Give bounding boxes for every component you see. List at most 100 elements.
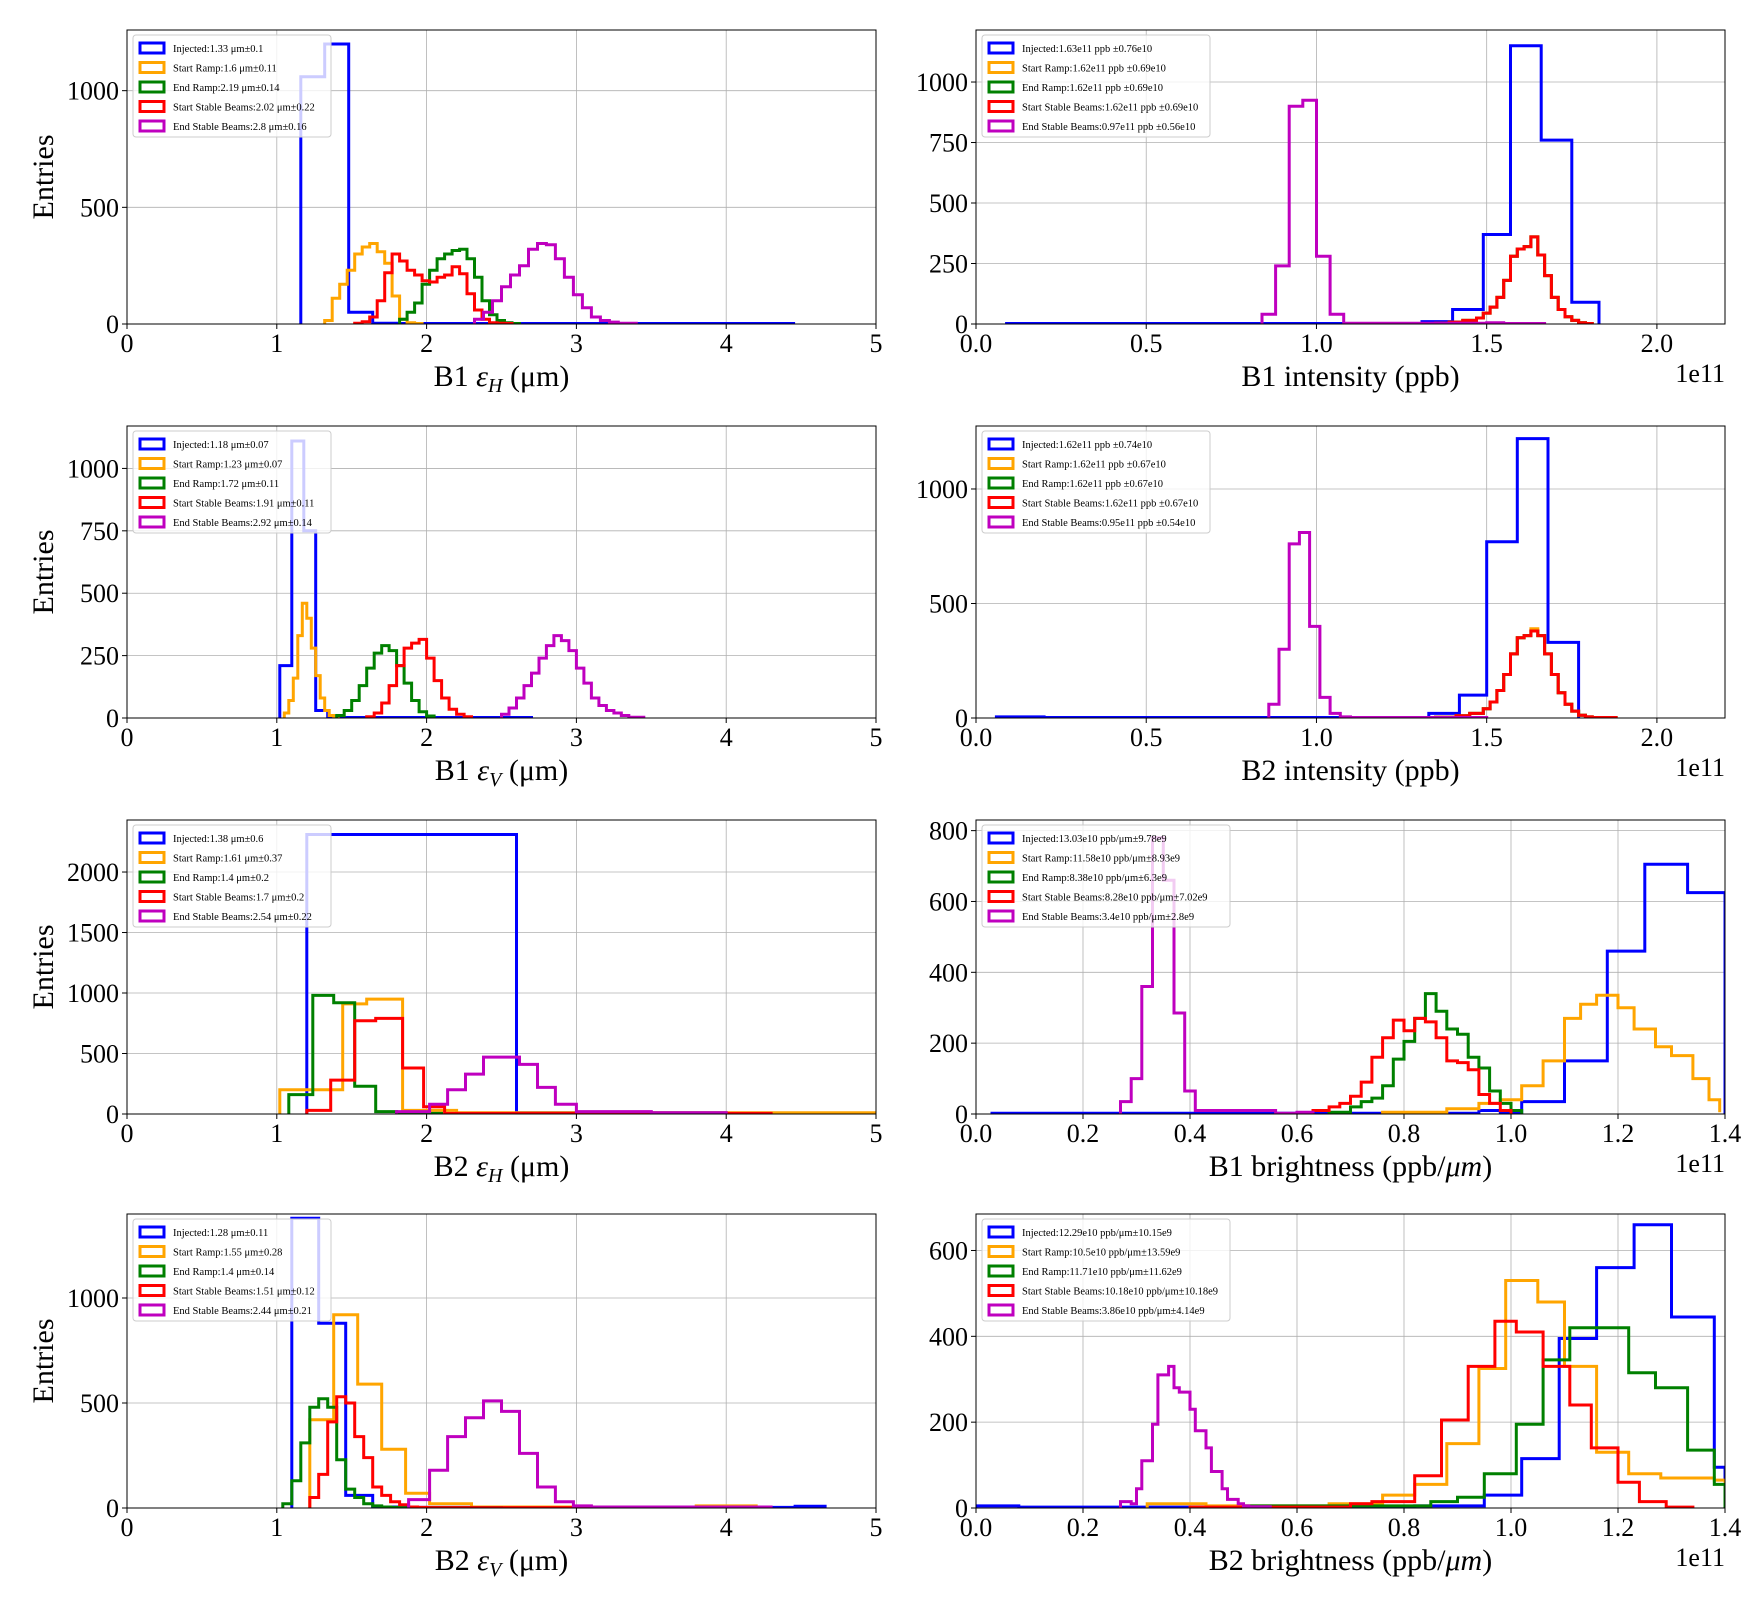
y-tick-label: 0: [955, 704, 968, 733]
legend-item: End Stable Beams:3.4e10 ppb/μm±2.8e9: [987, 909, 1194, 923]
legend-item: Start Stable Beams:1.62e11 ppb ±0.67e10: [987, 496, 1198, 510]
legend-label: End Ramp:1.62e11 ppb ±0.69e10: [1022, 83, 1163, 94]
histogram-series-injected: [990, 862, 1725, 1114]
y-tick-label: 1000: [67, 1284, 119, 1313]
legend-swatch: [987, 100, 1015, 113]
histogram-series-start-ramp: [1434, 627, 1618, 718]
y-tick-label: 250: [80, 642, 119, 671]
legend-item: Start Ramp:10.5e10 ppb/μm±13.59e9: [987, 1245, 1180, 1259]
legend-swatch: [987, 909, 1015, 923]
histogram-series-injected: [305, 833, 728, 1114]
axes-frame: [975, 29, 1726, 325]
histogram-series-start-stable-beams: [308, 1395, 608, 1508]
legend-item: End Stable Beams:2.92 μm±0.14: [138, 515, 313, 529]
legend-item: End Ramp:1.62e11 ppb ±0.69e10: [987, 80, 1163, 94]
legend-item: Injected:13.03e10 ppb/μm±9.78e9: [987, 831, 1167, 845]
legend-swatch: [987, 457, 1015, 470]
y-tick-label: 0: [955, 310, 968, 339]
legend-box: [132, 430, 332, 534]
histogram-series-start-ramp: [308, 1313, 758, 1508]
histogram-series-end-stable-beams: [473, 242, 638, 324]
axes-frame: [126, 819, 877, 1115]
x-tick-label: 4: [720, 723, 733, 752]
x-tick-label: 0: [121, 1119, 134, 1148]
legend-swatch: [987, 80, 1015, 94]
axes-frame: [975, 425, 1726, 719]
legend-swatch: [987, 1264, 1015, 1278]
legend-swatch: [138, 851, 166, 864]
x-tick-label: 0.8: [1388, 1513, 1421, 1542]
y-tick-label: 200: [929, 1029, 968, 1058]
panel-b2-intensity: 0.0 0.5 1.0 1.5 2.0 0 500 1000 1e11 B2 intensity …: [916, 425, 1726, 787]
legend-label: Injected:13.03e10 ppb/μm±9.78e9: [1022, 834, 1167, 845]
x-tick-label: 1.0: [1495, 1119, 1528, 1148]
x-tick-label: 0.0: [960, 1119, 993, 1148]
x-axis-label: B1 brightness (ppb/μm): [1209, 1150, 1492, 1183]
x-tick-label: 0.2: [1067, 1119, 1100, 1148]
x-axis-label: B2 brightness (ppb/μm): [1209, 1544, 1492, 1577]
legend-swatch: [987, 41, 1015, 55]
x-tick-label: 1: [270, 1513, 283, 1542]
x-tick-label: 0: [121, 1513, 134, 1542]
legend-item: End Stable Beams:0.95e11 ppb ±0.54e10: [987, 515, 1195, 529]
y-tick-label: 1000: [916, 68, 968, 97]
y-tick-label: 0: [106, 1494, 119, 1523]
legend-label: Start Ramp:1.61 μm±0.37: [173, 854, 282, 865]
legend-box: [981, 1218, 1231, 1322]
legend-swatch: [987, 119, 1015, 133]
panel-b2-eh: 0 1 2 3 4 5 0 500 1000 1500 2000 B2 εH (μm) Entries I…: [27, 819, 883, 1187]
histogram-series-end-stable-beams: [407, 1399, 773, 1508]
y-tick-label: 1000: [67, 979, 119, 1008]
x-tick-label: 0.5: [1130, 723, 1163, 752]
panel-b1-brightness: 0.0 0.2 0.4 0.6 0.8 1.0 1.2 1.4 0 200 400 600 800 1e1…: [929, 817, 1741, 1183]
histogram-series-start-stable-beams: [1188, 1319, 1695, 1508]
y-axis-label: Entries: [27, 925, 60, 1010]
legend-swatch: [138, 1303, 166, 1317]
panel-b1-ev: 0 1 2 3 4 5 0 250 500 750 1000 B1 εV (μm) Entries Inj…: [27, 425, 883, 791]
x-tick-label: 1.5: [1470, 723, 1503, 752]
x-tick-label: 0: [121, 723, 134, 752]
legend-label: Start Stable Beams:1.7 μm±0.2: [173, 893, 304, 904]
legend-item: Start Ramp:1.61 μm±0.37: [138, 851, 282, 865]
legend-label: Start Ramp:1.6 μm±0.11: [173, 64, 277, 75]
legend-item: Start Ramp:11.58e10 ppb/μm±8.93e9: [987, 851, 1180, 865]
y-tick-label: 0: [955, 1494, 968, 1523]
legend-item: End Stable Beams:2.44 μm±0.21: [138, 1303, 312, 1317]
x-tick-label: 2.0: [1641, 723, 1674, 752]
axis-offset-label: 1e11: [1675, 359, 1725, 388]
legend: Injected:1.63e11 ppb ±0.76e10 Start Ramp:…: [981, 34, 1211, 138]
legend-swatch: [987, 437, 1015, 451]
x-tick-label: 0.6: [1281, 1119, 1314, 1148]
x-tick-label: 0.4: [1174, 1513, 1207, 1542]
legend-swatch: [138, 909, 166, 923]
y-tick-label: 1000: [67, 454, 119, 483]
x-tick-label: 4: [720, 329, 733, 358]
x-tick-label: 1.4: [1709, 1119, 1742, 1148]
histogram-series-end-stable-beams: [1119, 836, 1315, 1114]
axes-frame: [975, 819, 1726, 1115]
legend-swatch: [987, 515, 1015, 529]
legend-swatch: [987, 851, 1015, 864]
axes-frame: [975, 1213, 1726, 1509]
legend: Injected:12.29e10 ppb/μm±10.15e9 Start Ra…: [981, 1218, 1231, 1322]
legend: Injected:1.38 μm±0.6 Start Ramp:1.61 μm±0…: [132, 824, 332, 928]
legend-item: Start Stable Beams:8.28e10 ppb/μm±7.02e9: [987, 890, 1208, 904]
x-tick-label: 1.0: [1300, 723, 1333, 752]
legend-item: Start Stable Beams:1.91 μm±0.11: [138, 496, 314, 510]
legend-label: Start Stable Beams:1.62e11 ppb ±0.69e10: [1022, 103, 1198, 114]
histogram-series-end-stable-beams: [1119, 1364, 1272, 1508]
y-tick-label: 750: [80, 517, 119, 546]
legend: Injected:1.33 μm±0.1 Start Ramp:1.6 μm±0.…: [132, 34, 332, 138]
histogram-series-start-ramp: [1381, 993, 1722, 1114]
x-tick-label: 5: [870, 723, 883, 752]
x-tick-label: 1.0: [1495, 1513, 1528, 1542]
histogram-series-start-ramp: [282, 601, 340, 718]
y-tick-label: 250: [929, 250, 968, 279]
legend-swatch: [138, 476, 166, 490]
x-axis-label: B2 εV (μm): [435, 1544, 568, 1581]
legend-item: End Stable Beams:0.97e11 ppb ±0.56e10: [987, 119, 1195, 133]
legend-label: Injected:12.29e10 ppb/μm±10.15e9: [1022, 1228, 1172, 1239]
legend-swatch: [138, 515, 166, 529]
x-tick-label: 3: [570, 1513, 583, 1542]
x-tick-label: 1.2: [1602, 1513, 1635, 1542]
